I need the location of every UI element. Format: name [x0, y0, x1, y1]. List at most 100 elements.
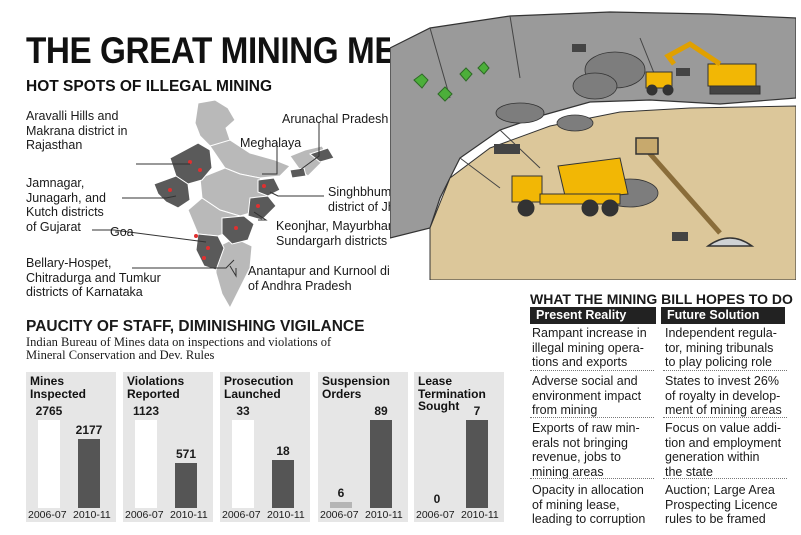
chart-tick-label: 2010-11 — [365, 509, 403, 521]
item-line: tor, mining tribunals — [665, 340, 774, 355]
item-line: rules to be framed — [665, 512, 766, 526]
chart-bar — [135, 420, 157, 508]
row-separator — [530, 417, 654, 418]
item-line: Exports of raw min- — [532, 421, 640, 435]
label-line: Chitradurga and Tumkur — [26, 270, 161, 285]
item-line: to play policing role — [665, 355, 773, 369]
item-line: of mining lease, — [532, 497, 620, 512]
label-line: of Gujarat — [26, 219, 81, 234]
chart-bar — [272, 460, 294, 508]
chart-tick-label: 2010-11 — [267, 509, 305, 521]
label-gujarat: Jamnagar, Junagarh, and Kutch districts … — [26, 176, 106, 234]
item-line: tions and exports — [532, 355, 628, 369]
label-line: Makrana district in — [26, 123, 128, 138]
future-item: Independent regula-tor, mining tribunals… — [665, 326, 777, 370]
item-line: Independent regula- — [665, 326, 777, 340]
india-map — [153, 99, 335, 310]
conveyor-icon — [635, 137, 755, 247]
item-line: generation within — [665, 450, 760, 464]
chart-panel-title: Lease Termination Sought — [418, 374, 486, 413]
item-line: of royalty in develop- — [665, 388, 781, 403]
label-line: districts of Karnataka — [26, 285, 143, 299]
chart-data-label: 2765 — [35, 404, 63, 418]
label-line: of Andhra Pradesh — [248, 278, 352, 293]
present-item: Exports of raw min-erals not bringing rev… — [532, 421, 640, 479]
map-leader-lines — [92, 122, 324, 278]
chart-data-label: 18 — [276, 444, 290, 458]
future-item: Focus on value addi-tion and employment g… — [665, 421, 781, 479]
label-arunachal: Arunachal Pradesh — [282, 112, 389, 126]
item-line: environment impact — [532, 388, 642, 403]
future-item: States to invest 26% of royalty in develo… — [665, 374, 782, 418]
chart-bar — [78, 439, 100, 508]
label-rajasthan: Aravalli Hills and Makrana district in R… — [26, 109, 127, 153]
chart-data-label: 89 — [374, 404, 388, 418]
chart-tick-label: 2006-07 — [222, 509, 261, 521]
chart-panel-title: Violations Reported — [127, 374, 185, 401]
item-line: mining areas — [532, 464, 604, 479]
staff-section-subtitle: Indian Bureau of Mines data on inspectio… — [26, 335, 332, 362]
quarry-wall — [390, 11, 796, 239]
label-line: Junagarh, and — [26, 190, 106, 205]
future-solution-header: Future Solution — [661, 307, 785, 324]
item-line: revenue, jobs to — [532, 450, 621, 464]
item-line: Opacity in allocation — [532, 483, 644, 497]
mine-illustration — [390, 8, 796, 280]
item-line: Prospecting Licence — [665, 497, 778, 512]
present-item: Rampant increase in illegal mining opera-… — [532, 326, 647, 370]
item-line: Auction; Large Area — [665, 483, 775, 497]
present-reality-header: Present Reality — [530, 307, 656, 324]
trees — [413, 61, 490, 102]
item-line: Rampant increase in — [532, 326, 647, 340]
chart-tick-label: 2010-11 — [73, 509, 111, 521]
item-line: leading to corruption — [532, 512, 646, 526]
chart-tick-label: 2010-11 — [170, 509, 208, 521]
label-andhra: Anantapur and Kurnool districts of Andhr… — [248, 264, 422, 293]
chart-panel-title: Mines Inspected — [30, 374, 87, 401]
map-orissa — [247, 195, 277, 221]
label-goa: Goa — [110, 225, 134, 239]
item-line: from mining — [532, 403, 598, 417]
label-line: Bellary-Hospet, — [26, 256, 112, 270]
item-line: ment of mining areas — [665, 403, 782, 417]
chart-bar — [38, 420, 60, 508]
chart-panel: Suspension Orders 6 2006-07 89 2010-11 — [318, 372, 408, 522]
row-separator — [663, 417, 787, 418]
chart-panel-title: Prosecution Launched — [224, 374, 294, 401]
chart-bar — [370, 420, 392, 508]
item-line: tion and employment — [665, 435, 782, 450]
map-karnataka — [195, 233, 225, 271]
item-line: Adverse social and — [532, 374, 638, 388]
row-separator — [663, 478, 787, 479]
chart-data-label: 0 — [433, 492, 441, 506]
row-separator — [663, 370, 787, 371]
chart-panel: Prosecution Launched 33 2006-07 18 2010-11 — [220, 372, 310, 522]
excavator-icon — [664, 41, 761, 95]
label-karnataka: Bellary-Hospet, Chitradurga and Tumkur d… — [26, 256, 161, 300]
chart-tick-label: 2006-07 — [320, 509, 359, 521]
staff-section-title: PAUCITY OF STAFF, DIMINISHING VIGILANCE — [26, 318, 365, 335]
label-line: Rajasthan — [26, 138, 83, 152]
dump-truck-icon — [511, 157, 629, 217]
chart-panel: Lease Termination Sought 0 2006-07 7 2010-11 — [414, 372, 504, 522]
item-line: States to invest 26% — [665, 374, 779, 388]
chart-data-label: 1123 — [132, 404, 160, 418]
item-line: Focus on value addi- — [665, 421, 782, 435]
item-line: illegal mining opera- — [532, 340, 644, 355]
map-section-title: HOT SPOTS OF ILLEGAL MINING — [26, 78, 272, 95]
chart-tick-label: 2006-07 — [416, 509, 455, 521]
future-item: Auction; Large Area Prospecting Licence ru… — [665, 483, 778, 527]
loader-icon — [645, 71, 674, 96]
item-line: the state — [665, 464, 713, 479]
label-line: Jamnagar, — [26, 176, 85, 190]
present-item: Adverse social and environment impact from… — [532, 374, 641, 418]
present-item: Opacity in allocation of mining lease, lea… — [532, 483, 645, 527]
chart-tick-label: 2010-11 — [461, 509, 499, 521]
chart-data-label: 2177 — [75, 423, 103, 437]
chart-data-label: 33 — [236, 404, 250, 418]
minecart-icons — [494, 44, 690, 241]
map-gujarat — [153, 175, 191, 209]
chart-panel: Violations Reported 1123 2006-07 571 2010-11 — [123, 372, 213, 522]
row-separator — [530, 478, 654, 479]
map-jharkhand — [257, 177, 281, 197]
